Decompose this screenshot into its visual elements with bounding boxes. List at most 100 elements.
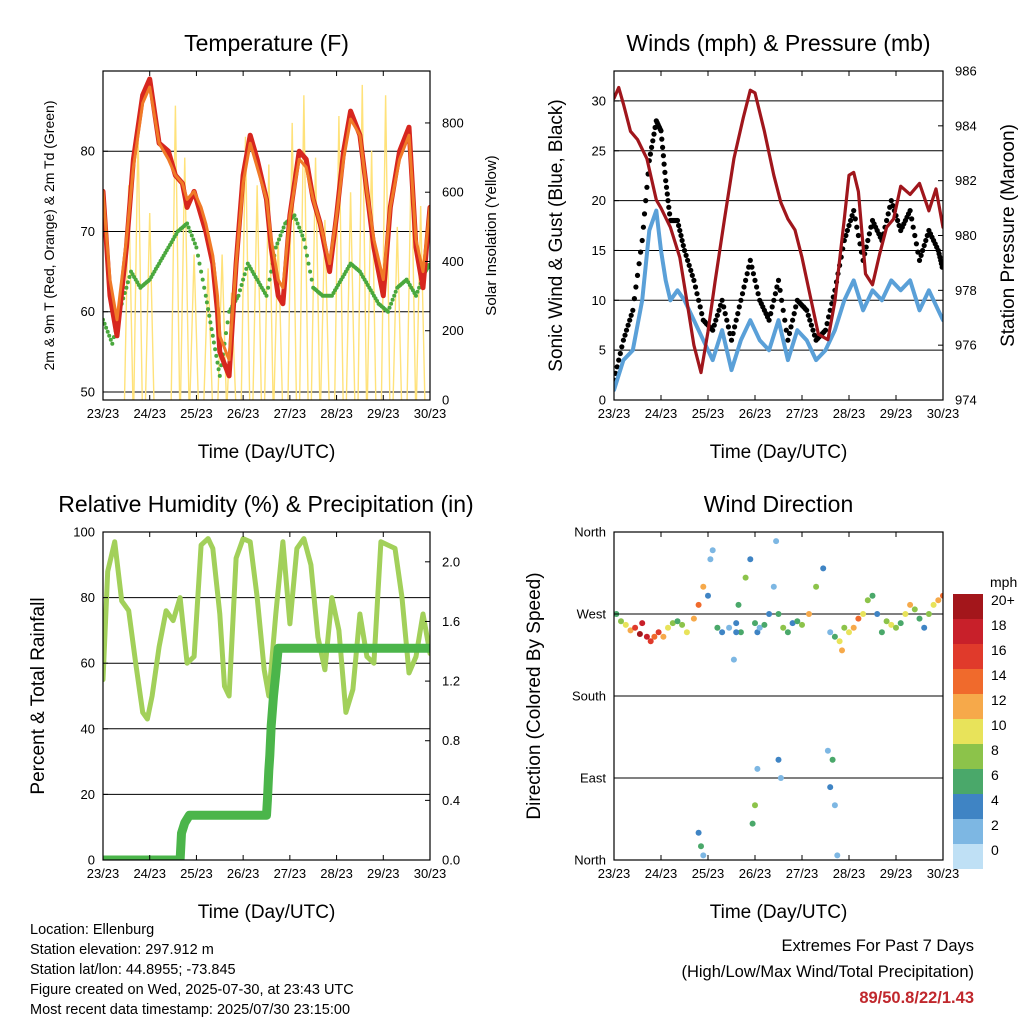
x-tick-label: 24/23	[645, 866, 678, 881]
series-rh	[103, 536, 430, 722]
data-point	[782, 317, 788, 323]
data-point	[213, 347, 218, 352]
data-point	[851, 208, 857, 214]
data-point	[278, 233, 283, 238]
colorbar-swatch	[953, 669, 983, 694]
direction-point	[827, 629, 834, 636]
data-point	[728, 337, 735, 343]
data-point	[772, 291, 779, 297]
data-point	[713, 317, 719, 323]
data-point	[297, 225, 302, 230]
data-point	[743, 277, 749, 283]
data-point	[852, 216, 858, 222]
y2-tick-label: 2.0	[442, 554, 460, 569]
y2-tick-label: 0.0	[442, 853, 460, 868]
data-point	[238, 288, 242, 293]
direction-point	[700, 583, 707, 590]
direction-point	[655, 629, 662, 636]
data-point	[277, 237, 281, 242]
data-point	[631, 296, 638, 302]
data-point	[714, 312, 721, 318]
data-point	[208, 320, 213, 325]
direction-point	[683, 629, 690, 636]
series-pressure	[614, 85, 943, 375]
direction-point	[733, 629, 740, 636]
data-point	[855, 232, 862, 239]
chart-title: Temperature (F)	[184, 30, 349, 56]
data-point	[660, 153, 667, 159]
data-point	[939, 264, 943, 270]
direction-point	[820, 565, 827, 572]
data-point	[774, 284, 780, 290]
data-point	[854, 224, 860, 230]
direction-point	[883, 618, 890, 625]
data-point	[185, 221, 190, 226]
direction-point	[850, 624, 857, 631]
data-point	[683, 252, 689, 258]
data-point	[619, 344, 625, 350]
data-point	[722, 311, 728, 317]
data-point	[866, 231, 873, 237]
panel-winds: 23/23 24/23 25/23 26/23 27/23 28/23 29/23 30/23…	[546, 30, 1019, 463]
data-point	[660, 144, 666, 150]
direction-point	[695, 829, 702, 836]
data-point	[783, 327, 789, 333]
data-point	[849, 213, 855, 219]
data-point	[736, 304, 742, 310]
data-point	[281, 225, 286, 230]
data-point	[209, 327, 214, 332]
x-tick-label: 29/23	[367, 406, 400, 421]
data-point	[680, 242, 686, 249]
direction-point	[665, 624, 671, 631]
solar-spike	[334, 116, 344, 400]
x-axis-label: Time (Day/UTC)	[710, 902, 848, 923]
direction-point	[831, 633, 838, 640]
data-point	[292, 213, 297, 218]
x-tick-label: 25/23	[180, 406, 213, 421]
direction-point	[647, 638, 654, 645]
data-point	[744, 271, 750, 277]
direction-point	[714, 624, 721, 631]
direction-point	[921, 624, 928, 631]
colorbar-swatch	[953, 819, 983, 844]
data-point	[667, 211, 673, 217]
direction-point	[742, 574, 749, 581]
data-point	[691, 277, 697, 283]
direction-point	[794, 618, 801, 625]
colorbar-swatch	[953, 644, 983, 669]
chart-title: Winds (mph) & Pressure (mb)	[626, 30, 930, 56]
data-point	[733, 317, 739, 323]
y2-tick-label: 800	[442, 115, 464, 130]
colorbar-swatch	[953, 844, 983, 869]
colorbar-swatch	[953, 719, 983, 744]
x-tick-label: 25/23	[692, 866, 725, 881]
direction-point	[618, 618, 624, 625]
data-point	[417, 285, 422, 290]
data-point	[895, 217, 901, 224]
data-point	[754, 284, 760, 290]
colorbar-swatch	[953, 744, 983, 769]
direction-point	[695, 601, 702, 608]
data-point	[210, 333, 215, 338]
data-point	[295, 221, 300, 226]
data-point	[298, 229, 303, 234]
data-point	[216, 367, 221, 372]
direction-point	[775, 756, 782, 763]
y2-axis-label: Solar Insolation (Yellow)	[483, 155, 500, 315]
direction-point	[761, 621, 768, 628]
colorbar-label: 8	[991, 742, 999, 758]
extremes-subtitle: (High/Low/Max Wind/Total Precipitation)	[681, 963, 974, 981]
x-tick-label: 26/23	[227, 406, 260, 421]
x-tick-label: 30/23	[414, 406, 447, 421]
x-tick-label: 30/23	[927, 866, 960, 881]
data-point	[191, 237, 196, 242]
direction-point	[747, 556, 754, 563]
data-point	[617, 350, 623, 357]
data-point	[843, 232, 849, 239]
x-tick-label: 23/23	[598, 406, 631, 421]
data-point	[780, 307, 786, 313]
data-point	[665, 198, 671, 204]
data-point	[306, 261, 311, 266]
colorbar-label: 2	[991, 817, 999, 833]
x-tick-label: 26/23	[739, 406, 772, 421]
